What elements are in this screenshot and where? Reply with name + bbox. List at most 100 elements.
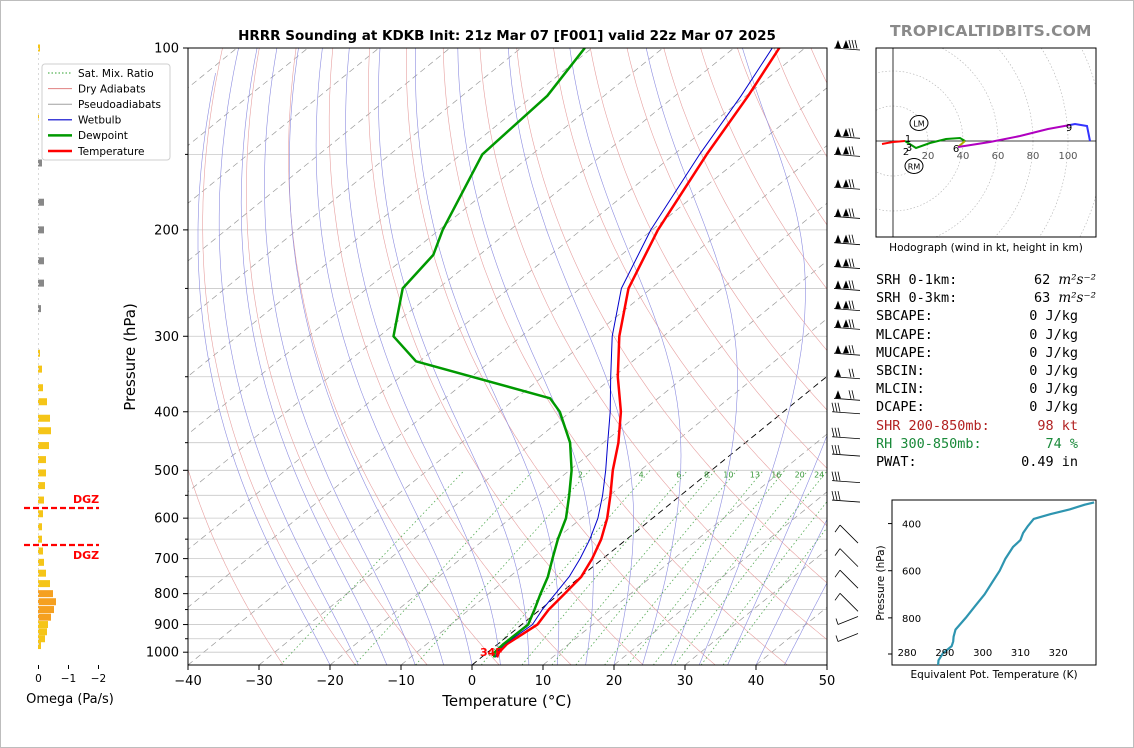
hodograph-trace xyxy=(881,122,1091,150)
hodograph-height-labels: 1 23 6 9 xyxy=(903,123,1072,158)
skewt-x-ticks: −40 −30 −20 −10 0 10 20 30 40 50 xyxy=(174,665,835,689)
brand-label: TROPICALTIDBITS.COM xyxy=(890,22,1092,40)
theta-y-tick: 600 xyxy=(902,567,921,578)
omega-bar xyxy=(38,159,42,167)
skewt-legend: Sat. Mix. Ratio Dry Adiabats Pseudoadiabat… xyxy=(41,63,171,161)
storm-motion-lm: LM xyxy=(909,115,929,131)
mixing-ratio-label: 6 xyxy=(676,471,681,480)
omega-bar xyxy=(38,590,53,598)
omega-bar xyxy=(38,442,49,450)
stat-label: MLCAPE: xyxy=(876,326,933,343)
hodo-segment-9km-plus xyxy=(1069,122,1091,142)
omega-bar xyxy=(38,469,46,477)
y-tick-label: 300 xyxy=(154,330,179,345)
x-tick-label: 50 xyxy=(819,674,836,689)
omega-bar xyxy=(38,482,45,490)
omega-bar xyxy=(38,496,44,504)
theta-e-profile xyxy=(937,501,1095,666)
stat-row: SRH 0-3km: 63 m²s⁻² xyxy=(876,289,1096,307)
mixing-ratio-label: 16 xyxy=(771,471,781,480)
dgz-upper: DGZ xyxy=(24,493,99,510)
svg-text:RM: RM xyxy=(908,163,921,172)
legend-label: Dewpoint xyxy=(78,130,128,142)
theta-y-tick: 400 xyxy=(902,520,921,531)
x-tick-label: 40 xyxy=(748,674,765,689)
stat-value: 0 J/kg xyxy=(1029,344,1078,361)
surface-temp-label: 34F xyxy=(480,646,503,659)
omega-bar xyxy=(38,305,41,313)
omega-bar xyxy=(38,279,44,287)
skewt-y-ticks: 100 200 300 400 500 600 700 800 900 1000 xyxy=(146,42,188,661)
svg-text:LM: LM xyxy=(913,120,924,129)
omega-bar xyxy=(38,257,44,265)
stat-row: SHR 200-850mb: 98 kt xyxy=(876,417,1096,435)
stat-row: PWAT: 0.49 in xyxy=(876,453,1096,471)
stat-value: 98 kt xyxy=(1037,417,1078,434)
stat-label: SRH 0-1km: xyxy=(876,272,958,288)
x-tick-label: 20 xyxy=(606,674,623,689)
theta-e-line xyxy=(937,501,1095,666)
theta-e-ticks: 280 290 300 310 320 400 600 800 xyxy=(888,520,1068,659)
stat-row: MLCAPE: 0 J/kg xyxy=(876,326,1096,344)
skewt-xlabel: Temperature (°C) xyxy=(441,692,571,710)
mixing-ratio-label: 24 xyxy=(814,471,824,480)
hodo-height-label: 3 xyxy=(906,143,912,154)
theta-y-tick: 800 xyxy=(902,614,921,625)
skewt-background-lines: 2 4 6 8 10 13 16 20 24 30 36 xyxy=(188,48,869,665)
x-tick-label: 30 xyxy=(677,674,694,689)
y-tick-label: 900 xyxy=(154,618,179,633)
stat-value: 0 J/kg xyxy=(1029,308,1078,325)
stat-label: SHR 200-850mb: xyxy=(876,417,990,434)
stat-value: 0 J/kg xyxy=(1029,362,1078,379)
omega-bars xyxy=(38,44,56,650)
omega-bar xyxy=(38,510,43,518)
hodograph: 20 40 60 80 100 1 23 6 9 LM RM Hodograph (wind … xyxy=(875,47,1097,254)
hodo-height-label: 9 xyxy=(1066,123,1072,134)
skewt-ylabel: Pressure (hPa) xyxy=(121,303,139,411)
skewt-profiles xyxy=(392,48,781,658)
theta-x-tick: 310 xyxy=(1011,648,1030,659)
omega-bar xyxy=(38,535,42,543)
legend-label: Wetbulb xyxy=(78,115,122,127)
x-tick-label: −30 xyxy=(245,674,272,689)
stat-value: 62 m²s⁻² xyxy=(1034,272,1096,288)
y-tick-label: 800 xyxy=(154,587,179,602)
omega-bar xyxy=(38,113,39,121)
theta-x-tick: 320 xyxy=(1049,648,1068,659)
dgz-lower-label: DGZ xyxy=(73,549,99,562)
omega-tick-label: −1 xyxy=(61,673,76,685)
x-tick-label: −40 xyxy=(174,674,201,689)
stat-value: 0 J/kg xyxy=(1029,381,1078,398)
legend-label: Sat. Mix. Ratio xyxy=(78,68,154,80)
omega-bar xyxy=(38,456,46,464)
omega-tick-label: −2 xyxy=(91,673,106,685)
y-tick-label: 700 xyxy=(154,552,179,567)
hodo-ring-label: 40 xyxy=(957,151,970,162)
skewt-axes-frame xyxy=(187,47,828,666)
omega-bar xyxy=(38,547,43,555)
legend-label: Dry Adiabats xyxy=(78,83,146,95)
theta-e-ylabel: Pressure (hPa) xyxy=(875,545,887,620)
mixing-ratio-label: 10 xyxy=(723,471,733,480)
stat-value: 0 J/kg xyxy=(1029,399,1078,416)
stat-row: MLCIN: 0 J/kg xyxy=(876,380,1096,398)
y-tick-label: 100 xyxy=(154,42,179,57)
omega-bar xyxy=(38,427,51,435)
series-wetbulb xyxy=(495,48,773,658)
stat-label: SBCIN: xyxy=(876,362,925,379)
stat-row: DCAPE: 0 J/kg xyxy=(876,398,1096,416)
x-tick-label: 0 xyxy=(468,674,476,689)
theta-x-tick: 280 xyxy=(898,648,917,659)
hodo-segment-0-1km xyxy=(881,140,906,145)
y-tick-label: 1000 xyxy=(146,646,179,661)
x-tick-label: 10 xyxy=(535,674,552,689)
mixing-ratio-label: 36 xyxy=(859,471,869,480)
x-tick-label: −10 xyxy=(387,674,414,689)
legend-label: Pseudoadiabats xyxy=(78,99,161,111)
omega-bar xyxy=(38,384,43,392)
omega-bar xyxy=(38,635,45,643)
omega-bar xyxy=(38,606,54,614)
stat-row: SBCAPE: 0 J/kg xyxy=(876,307,1096,325)
omega-bar xyxy=(38,613,51,621)
mixing-ratio-label: 4 xyxy=(639,471,644,480)
